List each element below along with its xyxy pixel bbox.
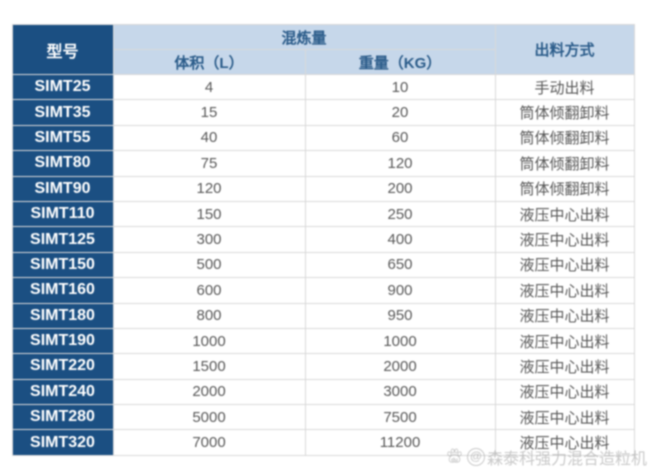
svg-text:du: du: [451, 457, 458, 463]
